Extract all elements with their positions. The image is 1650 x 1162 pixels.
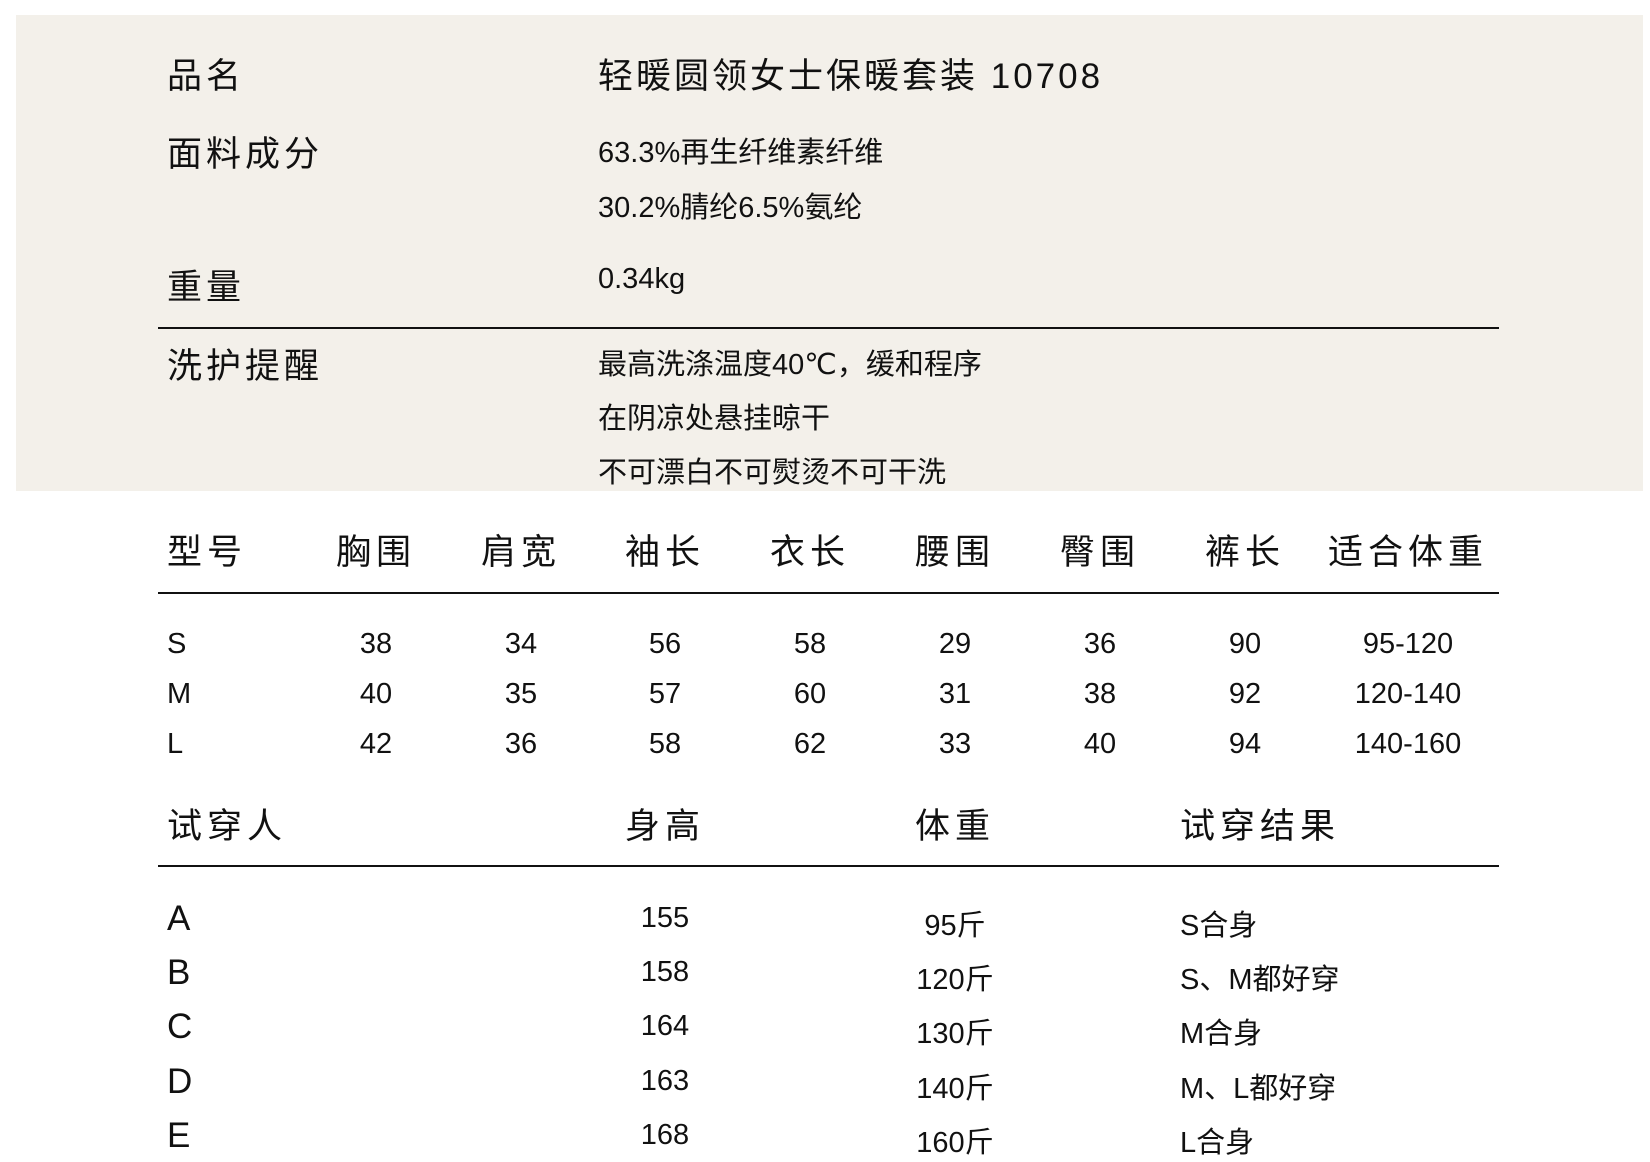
size-name: M: [167, 678, 192, 710]
size-cell: 58: [793, 628, 827, 660]
care-line: 不可漂白不可熨烫不可干洗: [598, 457, 947, 489]
fabric-line: 30.2%腈纶6.5%氨纶: [598, 192, 863, 224]
fabric-label: 面料成分: [167, 135, 324, 174]
size-header: 腰围: [914, 533, 996, 572]
size-cell: 56: [648, 628, 682, 660]
size-cell: 95-120: [1362, 628, 1454, 660]
fitting-cell: S合身: [1180, 910, 1258, 942]
size-table-divider: [158, 592, 1499, 594]
divider: [158, 327, 1499, 329]
size-cell: 62: [793, 728, 827, 760]
size-cell: 92: [1228, 678, 1262, 710]
fitting-cell: M合身: [1180, 1018, 1263, 1050]
size-cell: 31: [938, 678, 972, 710]
size-cell: 35: [504, 678, 538, 710]
size-cell: 94: [1228, 728, 1262, 760]
size-cell: 90: [1228, 628, 1262, 660]
fitting-cell: 95斤: [924, 910, 986, 942]
fitting-cell: M、L都好穿: [1180, 1073, 1337, 1105]
fitting-header: 试穿人: [167, 807, 288, 846]
care-line: 在阴凉处悬挂晾干: [598, 403, 831, 435]
care-line: 最高洗涤温度40℃，缓和程序: [598, 349, 982, 381]
weight-value: 0.34kg: [598, 263, 686, 295]
tester-name: D: [167, 1062, 198, 1101]
fitting-table-divider: [158, 865, 1499, 867]
fitting-cell: 158: [640, 956, 690, 988]
product-info-panel: [16, 15, 1643, 491]
tester-name: A: [167, 899, 196, 938]
fitting-cell: 160斤: [916, 1127, 994, 1159]
weight-label: 重量: [167, 268, 246, 307]
fitting-cell: 140斤: [916, 1073, 994, 1105]
fitting-cell: L合身: [1180, 1127, 1255, 1159]
name-label: 品名: [167, 57, 246, 96]
size-cell: 38: [1083, 678, 1117, 710]
size-cell: 58: [648, 728, 682, 760]
fitting-cell: 130斤: [916, 1018, 994, 1050]
size-header: 袖长: [624, 533, 706, 572]
size-cell: 29: [938, 628, 972, 660]
fitting-cell: S、M都好穿: [1180, 964, 1340, 996]
fitting-cell: 168: [640, 1119, 690, 1151]
size-header: 肩宽: [480, 533, 562, 572]
size-header: 臀围: [1059, 533, 1141, 572]
fitting-header: 身高: [624, 807, 706, 846]
fitting-cell: 155: [640, 902, 690, 934]
name-value: 轻暖圆领女士保暖套装 10708: [598, 57, 1104, 96]
care-label: 洗护提醒: [167, 347, 324, 386]
size-cell: 34: [504, 628, 538, 660]
size-cell: 120-140: [1354, 678, 1462, 710]
size-header: 适合体重: [1327, 533, 1489, 572]
size-cell: 42: [359, 728, 393, 760]
size-header: 衣长: [769, 533, 851, 572]
tester-name: E: [167, 1116, 196, 1155]
fitting-header: 试穿结果: [1180, 807, 1341, 846]
size-cell: 57: [648, 678, 682, 710]
size-cell: 40: [359, 678, 393, 710]
size-cell: 33: [938, 728, 972, 760]
size-header: 裤长: [1204, 533, 1286, 572]
fitting-cell: 120斤: [916, 964, 994, 996]
size-name: S: [167, 628, 187, 660]
size-cell: 40: [1083, 728, 1117, 760]
fitting-header: 体重: [914, 807, 996, 846]
tester-name: B: [167, 953, 196, 992]
tester-name: C: [167, 1007, 198, 1046]
size-cell: 140-160: [1354, 728, 1462, 760]
size-header: 胸围: [335, 533, 417, 572]
fitting-cell: 164: [640, 1010, 690, 1042]
size-cell: 36: [504, 728, 538, 760]
size-name: L: [167, 728, 184, 760]
size-cell: 60: [793, 678, 827, 710]
fitting-cell: 163: [640, 1065, 690, 1097]
size-cell: 38: [359, 628, 393, 660]
fabric-line: 63.3%再生纤维素纤维: [598, 137, 884, 169]
size-header: 型号: [167, 533, 248, 572]
size-cell: 36: [1083, 628, 1117, 660]
